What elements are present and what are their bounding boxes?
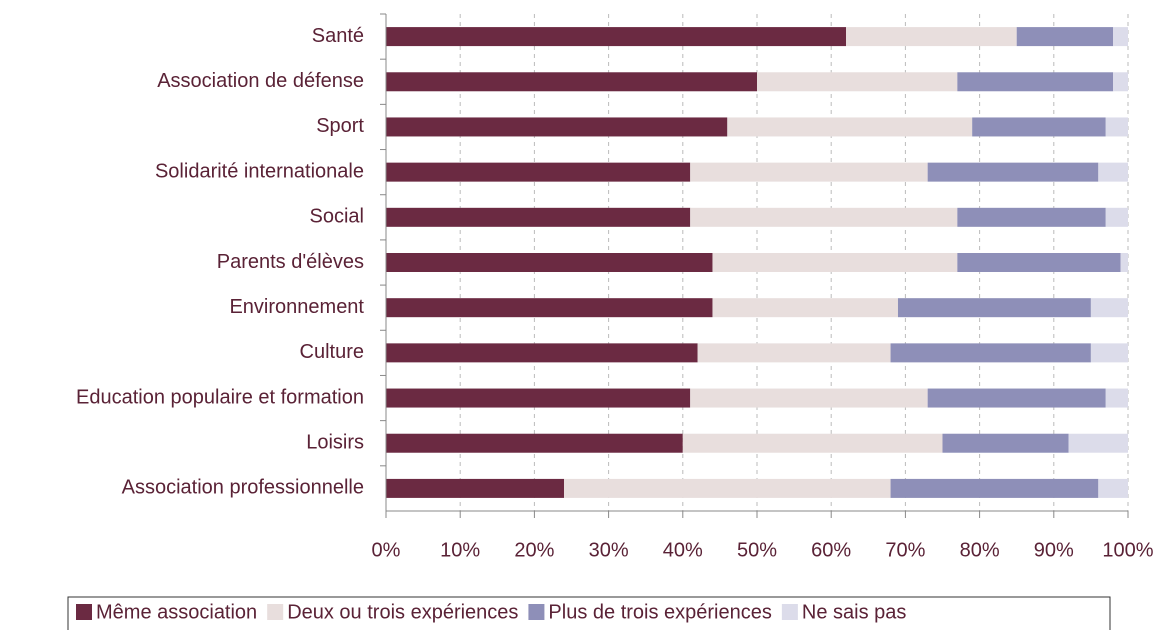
bar-segment [690,162,928,182]
bar-segment [386,117,728,137]
bar-segment [712,253,958,272]
y-tick-label: Loisirs [306,432,364,454]
bar-segment [697,343,891,363]
bar-segment [1105,207,1128,227]
y-tick-label: Education populaire et formation [76,386,364,408]
bar-segment [927,162,1099,182]
bar-segment [386,388,691,408]
bar-segment [1016,27,1114,47]
bar-segment [386,162,691,182]
bar-segment [757,72,958,92]
bar-segment [690,388,928,408]
legend-swatch [528,604,545,620]
bar-segment [386,433,683,453]
bar-segment [386,298,713,318]
bar-segment [942,433,1069,453]
bar-segment [564,478,891,498]
bar-segment [386,72,757,92]
legend-swatch [267,604,284,620]
bar-segment [727,117,973,137]
bar-segment [1113,27,1128,47]
y-tick-label: Parents d'élèves [217,251,364,273]
bar-segment [957,207,1106,227]
bar-segment [1105,388,1128,408]
x-tick-label: 40% [663,539,703,561]
bar-segment [890,478,1099,498]
y-tick-label: Solidarité internationale [155,160,364,182]
bar-segment [890,343,1091,363]
bar-segment [1113,72,1128,92]
x-tick-label: 30% [589,539,629,561]
bar-segment [1090,298,1128,318]
y-tick-label: Social [310,206,364,228]
y-tick-label: Santé [312,25,364,47]
legend-swatch [76,604,92,620]
bar-segment [690,207,958,227]
bar-segment [846,27,1017,47]
legend-label: Même association [96,601,257,623]
x-tick-label: 80% [960,539,1000,561]
x-tick-label: 100% [1102,539,1153,561]
bar-segment [386,253,713,272]
bar-segment [1090,343,1128,363]
bar-segment [972,117,1106,137]
x-tick-label: 90% [1034,539,1074,561]
bar-segment [1098,478,1128,498]
y-tick-label: Association de défense [157,70,364,92]
bar-segment [386,207,691,227]
y-tick-label: Culture [300,341,364,363]
bar-segment [1120,253,1128,272]
x-tick-label: 70% [885,539,925,561]
legend-label: Deux ou trois expériences [287,601,518,623]
bar-segment [897,298,1091,318]
bar-segment [386,478,565,498]
legend-label: Ne sais pas [802,601,907,623]
bar-segment [712,298,898,318]
bar-segment [1098,162,1128,182]
bar-segment [1068,433,1128,453]
y-tick-label: Sport [316,115,364,137]
bar-segment [1105,117,1128,137]
bar-segment [957,72,1114,92]
x-tick-label: 0% [372,539,401,561]
x-tick-label: 10% [440,539,480,561]
bar-segment [386,27,847,47]
legend-swatch [781,604,798,620]
legend-label: Plus de trois expériences [548,601,771,623]
x-tick-label: 60% [811,539,851,561]
x-tick-label: 50% [737,539,777,561]
y-tick-label: Association professionnelle [122,477,364,499]
y-tick-label: Environnement [229,296,364,318]
bar-segment [927,388,1106,408]
legend-box [67,596,1111,630]
bar-segment [386,343,698,363]
bar-segment [957,253,1121,272]
legend: Même association Deux ou trois expérience… [67,596,1111,630]
x-tick-label: 20% [514,539,554,561]
bar-segment [682,433,943,453]
